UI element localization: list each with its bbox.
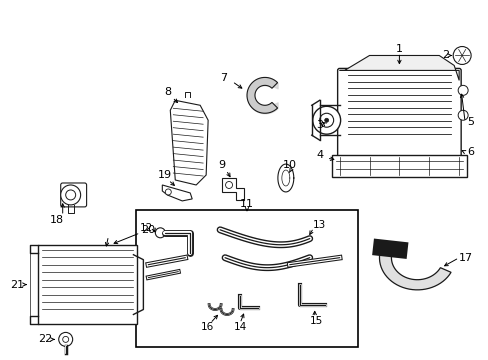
Polygon shape	[222, 178, 244, 200]
Circle shape	[65, 190, 76, 200]
Text: 17: 17	[458, 253, 472, 263]
Polygon shape	[170, 100, 208, 185]
Polygon shape	[246, 77, 277, 113]
Circle shape	[457, 110, 467, 120]
Text: 7: 7	[220, 73, 227, 84]
Text: 19: 19	[158, 170, 172, 180]
Circle shape	[59, 332, 73, 346]
Bar	[136, 210, 357, 347]
Text: 13: 13	[312, 220, 325, 230]
Polygon shape	[339, 55, 458, 80]
Bar	[38, 245, 137, 324]
Circle shape	[452, 46, 470, 64]
Text: 16: 16	[200, 323, 213, 332]
Text: 21: 21	[10, 280, 24, 289]
Polygon shape	[379, 248, 450, 290]
Circle shape	[165, 189, 171, 195]
FancyBboxPatch shape	[61, 183, 86, 207]
Text: 3: 3	[316, 120, 323, 130]
Text: 22: 22	[38, 334, 52, 345]
Text: 5: 5	[467, 117, 474, 127]
Text: 2: 2	[441, 50, 448, 60]
Text: 4: 4	[316, 150, 323, 160]
Circle shape	[225, 181, 232, 189]
Circle shape	[155, 228, 165, 238]
Text: 15: 15	[309, 316, 323, 327]
Text: 12: 12	[140, 223, 153, 233]
Circle shape	[324, 118, 328, 122]
Text: 1: 1	[395, 44, 402, 54]
Polygon shape	[162, 185, 192, 201]
Text: 11: 11	[240, 199, 253, 209]
Circle shape	[61, 185, 81, 205]
Text: 14: 14	[233, 323, 246, 332]
Text: 9: 9	[218, 160, 225, 170]
Text: 10: 10	[282, 160, 296, 170]
Text: 20: 20	[141, 225, 155, 235]
Text: 6: 6	[467, 147, 474, 157]
Bar	[331, 155, 466, 177]
FancyBboxPatch shape	[337, 68, 460, 157]
Circle shape	[312, 106, 340, 134]
Circle shape	[319, 113, 333, 127]
Text: 8: 8	[164, 87, 171, 97]
Circle shape	[62, 336, 68, 342]
Text: 18: 18	[50, 215, 63, 225]
Circle shape	[457, 85, 467, 95]
